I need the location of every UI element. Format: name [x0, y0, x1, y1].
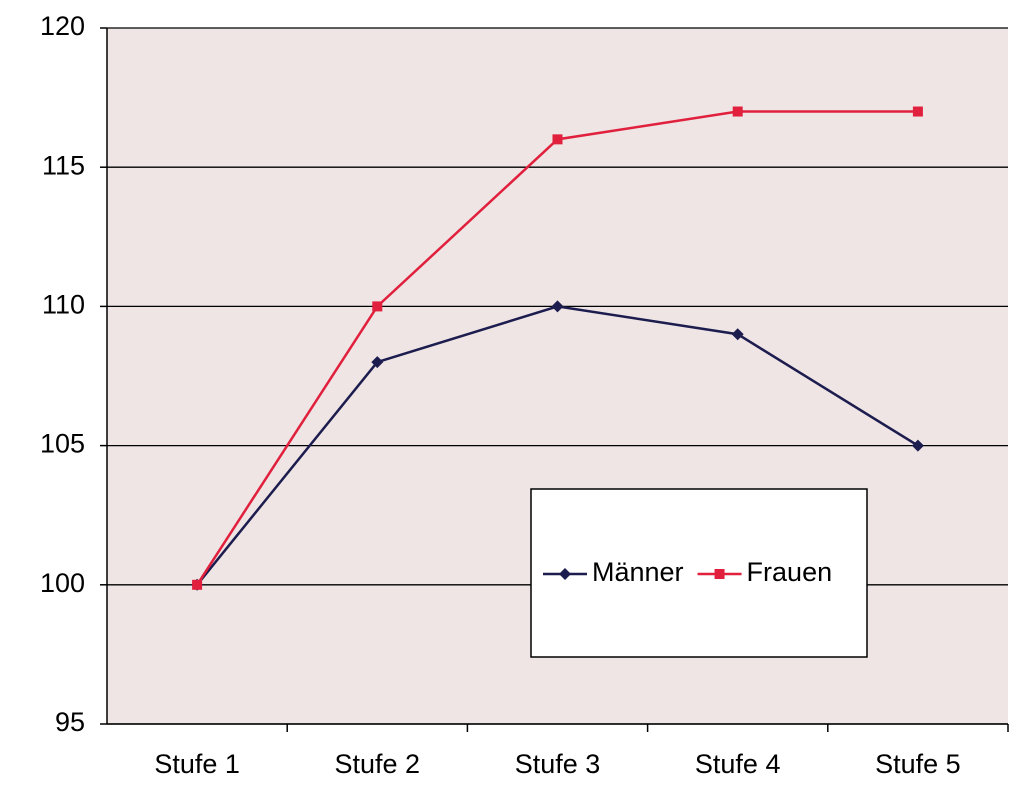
data-point — [192, 579, 203, 590]
data-point — [552, 134, 563, 145]
data-point — [551, 300, 564, 313]
legend-marker — [559, 568, 571, 580]
data-point — [911, 439, 924, 452]
x-tick-label: Stufe 5 — [875, 749, 961, 779]
y-tick-label: 120 — [40, 11, 85, 41]
data-point — [372, 301, 383, 312]
data-point — [731, 328, 744, 341]
legend-marker — [714, 569, 725, 579]
y-tick-label: 95 — [55, 707, 85, 737]
y-tick-label: 100 — [40, 568, 85, 598]
data-point — [732, 106, 743, 117]
y-tick-label: 115 — [42, 150, 85, 180]
y-tick-label: 105 — [40, 429, 85, 459]
legend-label: Männer — [592, 557, 684, 587]
data-point — [371, 356, 384, 369]
data-point — [912, 106, 923, 117]
y-tick-label: 110 — [42, 290, 85, 320]
x-tick-label: Stufe 1 — [154, 749, 240, 779]
legend-label: Frauen — [747, 557, 833, 587]
x-tick-label: Stufe 3 — [515, 749, 601, 779]
x-tick-label: Stufe 2 — [335, 749, 421, 779]
x-tick-label: Stufe 4 — [695, 749, 781, 779]
legend: Männer Frauen — [530, 488, 868, 658]
